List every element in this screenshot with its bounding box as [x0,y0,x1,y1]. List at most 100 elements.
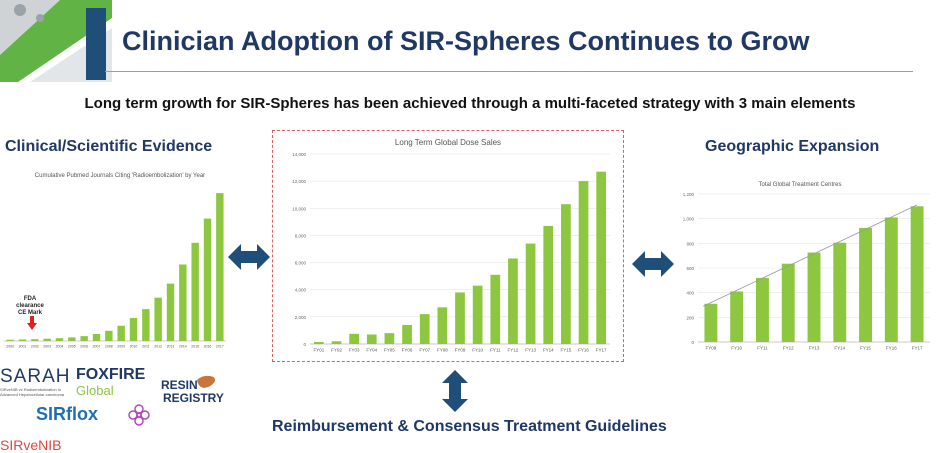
x-tick-label: FY14 [543,348,554,353]
bar-2004 [55,338,64,341]
x-tick-label: FY13 [525,348,536,353]
dose-sales-chart-title: Long Term Global Dose Sales [394,138,502,147]
x-tick-label: FY05 [384,348,395,353]
y-tick-label: 1,000 [683,217,695,222]
x-tick-label: 2015 [191,345,199,349]
x-tick-label: FY16 [886,346,897,351]
x-tick-label: 2014 [179,345,187,349]
y-tick-label: 8,000 [295,233,307,238]
x-tick-label: FY12 [783,346,794,351]
y-tick-label: 12,000 [292,179,306,184]
treatment-centres-chart-title: Total Global Treatment Centres [758,182,842,188]
treatment-centres-chart: 0 200 400 600 800 1,000 1,200 FY09 FY10 FY11 FY12 F… [683,192,930,351]
left-right-arrow-icon [228,244,270,270]
x-tick-label: FY17 [912,346,923,351]
bar-FY09 [704,303,718,342]
liver-icon [197,375,216,388]
bar-FY15 [561,204,571,344]
bar-FY14 [543,225,554,344]
bar-FY13 [807,252,821,342]
resin-logo: RESIN [161,378,198,392]
x-tick-label: FY07 [419,348,430,353]
x-tick-label: 2010 [130,345,138,349]
bar-2013 [166,283,175,341]
bar-FY17 [910,206,924,342]
x-tick-label: 2011 [142,345,150,349]
x-tick-label: 2017 [216,345,224,349]
bar-2003 [43,338,51,341]
x-tick-label: 2006 [80,345,88,349]
bar-2008 [105,330,113,341]
foxfire-logo: FOXFIRE [76,366,146,383]
x-tick-label: FY04 [366,348,377,353]
y-tick-label: 400 [686,291,694,296]
bar-FY13 [525,243,536,344]
x-tick-label: FY10 [472,348,483,353]
bar-FY10 [730,291,744,342]
bar-FY10 [472,285,483,344]
bar-FY05 [384,333,395,344]
x-tick-label: FY02 [331,348,342,353]
bar-2007 [92,333,101,341]
x-tick-label: FY09 [706,346,717,351]
x-tick-label: 2008 [105,345,113,349]
left-right-arrow-icon-right [632,251,674,277]
y-tick-label: 4,000 [295,288,307,293]
bar-2015 [191,242,199,341]
y-tick-label: 2,000 [295,315,307,320]
bar-FY01 [313,341,324,344]
section-clinical-evidence: Clinical/Scientific Evidence [5,138,213,155]
x-tick-label: FY15 [860,346,871,351]
corner-graphic [0,0,112,82]
bar-2006 [80,336,88,341]
bar-2010 [129,318,138,341]
x-tick-label: FY11 [757,346,768,351]
x-tick-label: FY01 [313,348,324,353]
x-tick-label: 2005 [68,345,76,349]
bar-FY06 [402,325,412,344]
slide-subtitle: Long term growth for SIR-Spheres has bee… [84,95,856,112]
x-tick-label: 2013 [167,345,175,349]
bar-2002 [31,339,39,341]
x-tick-label: FY17 [596,348,607,353]
x-tick-label: FY12 [508,348,519,353]
bar-2009 [117,325,125,341]
bar-FY17 [596,171,607,344]
sarah-caption: SIRveNIB vs Radioembolization in Advance… [0,387,65,397]
x-tick-label: FY11 [490,348,501,353]
registry-logo: REGISTRY [163,391,224,405]
bar-2016 [203,218,212,341]
x-tick-label: FY08 [437,348,448,353]
x-tick-label: FY15 [560,348,571,353]
sirvenib-logo: SIRveNIB [0,437,62,453]
red-down-arrow-icon [27,316,37,330]
bar-2001 [18,339,27,341]
y-tick-label: 200 [686,315,694,320]
bar-FY09 [455,292,465,344]
x-tick-label: FY10 [731,346,742,351]
x-tick-label: FY03 [349,348,360,353]
section-reimbursement: Reimbursement & Consensus Treatment Guid… [272,418,667,435]
y-tick-label: 0 [691,340,694,345]
bar-FY08 [437,307,448,344]
foxfire-sub: Global [76,383,114,398]
section-geographic-expansion: Geographic Expansion [705,138,880,155]
x-tick-label: FY09 [455,348,466,353]
y-tick-label: 14,000 [292,152,306,157]
sirflox-logo: SIRflox [36,404,99,424]
flower-icon [128,404,150,426]
bar-FY11 [756,277,769,342]
bar-FY12 [781,263,795,342]
trend-line [702,204,918,307]
bar-FY11 [490,274,501,344]
sarah-logo: SARAH [0,366,71,387]
title-divider [105,71,913,72]
y-tick-label: 600 [686,266,694,271]
bar-2005 [68,337,76,341]
x-tick-label: 2009 [117,345,125,349]
dose-sales-chart: 0 2,000 4,000 6,000 8,000 10,000 12,000 14,000 F… [292,152,610,353]
bar-2017 [216,193,224,341]
x-tick-label: 2001 [19,345,27,349]
bar-FY03 [349,333,359,344]
bar-2011 [142,309,150,341]
